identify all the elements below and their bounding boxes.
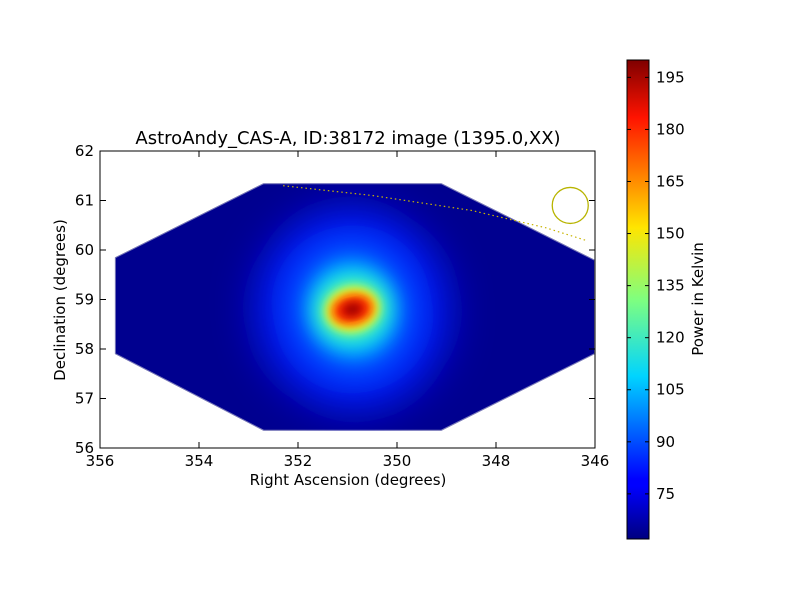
colorbar-tick-label: 105 [656, 381, 685, 399]
colorbar-ticks: 75 90 105 120 135 150 165 180 195 [627, 68, 685, 503]
x-axis: 356 354 352 350 348 346 [86, 151, 610, 470]
y-tick-label: 57 [75, 390, 94, 408]
colorbar-tick-label: 90 [656, 433, 675, 451]
colorbar-tick-label: 165 [656, 172, 685, 190]
blob-layer-core [342, 303, 363, 316]
y-axis: 56 57 58 59 60 61 62 [75, 142, 595, 457]
chart-title: AstroAndy_CAS-A, ID:38172 image (1395.0,… [135, 128, 560, 149]
colorbar-tick-label: 150 [656, 225, 685, 243]
y-tick-label: 62 [75, 142, 94, 160]
x-tick-label: 350 [383, 452, 412, 470]
x-tick-label: 346 [581, 452, 610, 470]
horizon-curve [283, 185, 586, 241]
heatmap-image [114, 183, 595, 431]
y-axis-label: Declination (degrees) [51, 219, 69, 381]
x-tick-label: 356 [86, 452, 115, 470]
plot-area: 356 354 352 350 348 346 56 57 58 59 60 61 62 [75, 142, 609, 470]
y-tick-label: 56 [75, 439, 94, 457]
colorbar-tick-label: 75 [656, 485, 675, 503]
y-tick-label: 61 [75, 192, 94, 210]
colorbar-gradient [626, 59, 650, 540]
y-tick-label: 60 [75, 241, 94, 259]
colorbar-tick-label: 135 [656, 277, 685, 295]
colorbar: 75 90 105 120 135 150 165 180 195 Power in Kelvi… [626, 59, 707, 540]
x-tick-label: 354 [185, 452, 214, 470]
colorbar-tick-label: 195 [656, 68, 685, 86]
x-axis-label: Right Ascension (degrees) [250, 471, 447, 489]
colorbar-tick-label: 120 [656, 329, 685, 347]
x-tick-label: 348 [482, 452, 511, 470]
x-tick-label: 352 [284, 452, 313, 470]
y-tick-label: 58 [75, 340, 94, 358]
colorbar-label: Power in Kelvin [689, 242, 707, 356]
y-tick-label: 59 [75, 291, 94, 309]
colorbar-tick-label: 180 [656, 120, 685, 138]
marker-circle [551, 186, 589, 225]
source-blob [257, 209, 448, 410]
